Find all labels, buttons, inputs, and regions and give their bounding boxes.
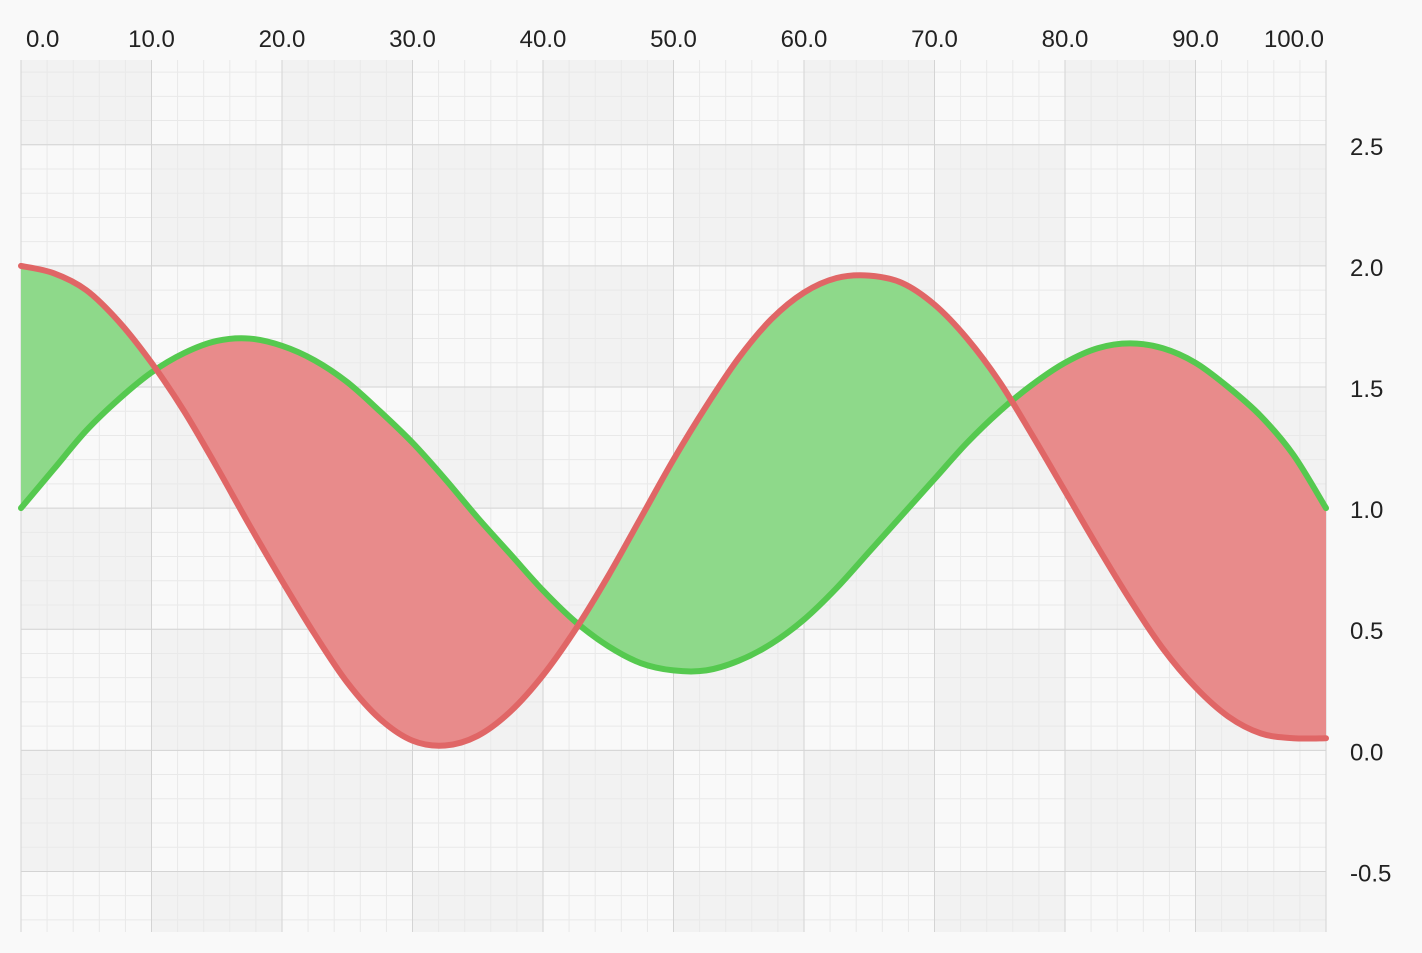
grid-band bbox=[21, 60, 152, 145]
fill-area-green bbox=[578, 275, 1012, 671]
x-tick-label: 40.0 bbox=[520, 26, 567, 53]
y-tick-label: 1.5 bbox=[1350, 376, 1383, 403]
grid-band bbox=[543, 750, 674, 872]
grid-band bbox=[151, 144, 282, 266]
grid-band bbox=[1065, 750, 1196, 872]
grid-band bbox=[543, 60, 674, 145]
grid-band bbox=[673, 871, 804, 932]
grid-band bbox=[1195, 144, 1326, 266]
x-tick-label: 0.0 bbox=[26, 26, 59, 53]
y-tick-label: 1.0 bbox=[1350, 497, 1383, 524]
grid-band bbox=[543, 265, 674, 387]
y-tick-label: 2.5 bbox=[1350, 134, 1383, 161]
grid-band bbox=[21, 750, 152, 872]
fill-area-red bbox=[156, 338, 579, 746]
grid-band bbox=[804, 60, 935, 145]
grid-band bbox=[412, 871, 543, 932]
series-lines bbox=[18, 262, 1329, 749]
grid-band bbox=[1065, 60, 1196, 145]
grid-band bbox=[934, 144, 1065, 266]
fill-area-red bbox=[1011, 343, 1326, 739]
grid-band bbox=[21, 508, 152, 630]
grid-band bbox=[934, 629, 1065, 751]
x-tick-label: 20.0 bbox=[259, 26, 306, 53]
x-tick-label: 10.0 bbox=[128, 26, 175, 53]
grid-band bbox=[151, 629, 282, 751]
grid-band bbox=[1195, 871, 1326, 932]
series-line-green bbox=[18, 335, 1329, 675]
x-tick-label: 80.0 bbox=[1042, 26, 1089, 53]
y-tick-label: 0.0 bbox=[1350, 739, 1383, 766]
x-tick-label: 100.0 bbox=[1264, 26, 1324, 53]
x-tick-label: 50.0 bbox=[650, 26, 697, 53]
grid-band bbox=[282, 60, 413, 145]
y-tick-label: -0.5 bbox=[1350, 860, 1391, 887]
x-axis-tick-labels: 0.0 10.0 20.0 30.0 40.0 50.0 60.0 70.0 80.0 90.0 1… bbox=[26, 26, 1324, 53]
x-tick-label: 30.0 bbox=[389, 26, 436, 53]
grid-band bbox=[804, 750, 935, 872]
grid-band bbox=[151, 871, 282, 932]
grid-band bbox=[673, 144, 804, 266]
x-tick-label: 70.0 bbox=[911, 26, 958, 53]
grid-band bbox=[412, 144, 543, 266]
grid-band bbox=[934, 871, 1065, 932]
y-tick-label: 0.5 bbox=[1350, 618, 1383, 645]
y-tick-label: 2.0 bbox=[1350, 255, 1383, 282]
series-line-red bbox=[18, 262, 1329, 749]
grid-band bbox=[282, 750, 413, 872]
x-tick-label: 90.0 bbox=[1172, 26, 1219, 53]
x-tick-label: 60.0 bbox=[781, 26, 828, 53]
y-axis-tick-labels: 2.5 2.0 1.5 1.0 0.5 0.0 -0.5 bbox=[1350, 134, 1391, 888]
